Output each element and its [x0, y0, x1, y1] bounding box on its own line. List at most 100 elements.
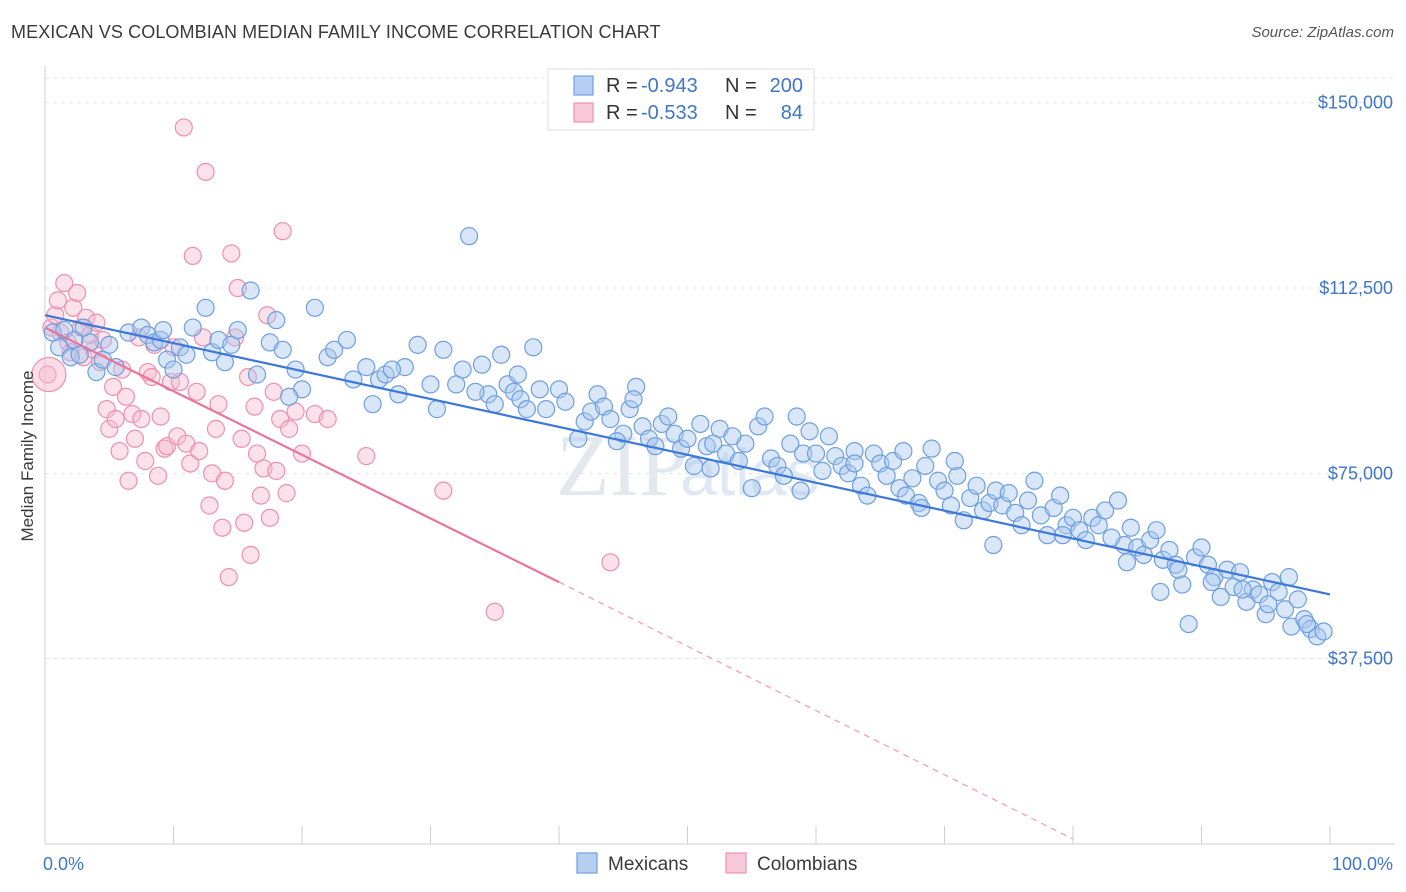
mexicans-point	[1211, 587, 1230, 607]
colombians-point	[267, 461, 286, 480]
colombians-point	[357, 446, 376, 466]
mexicans-point	[511, 390, 530, 409]
colombians-point	[104, 377, 123, 396]
colombians-point	[190, 442, 209, 461]
mexicans-point	[1051, 486, 1070, 505]
mexicans-point	[1151, 582, 1170, 602]
colombians-point	[155, 439, 174, 458]
mexicans-point	[100, 335, 119, 354]
legend-r-value-mexicans: -0.943	[641, 75, 698, 97]
mexicans-point	[485, 395, 504, 414]
mexicans-point	[916, 456, 935, 476]
y-tick-label: $150,000	[1318, 93, 1393, 113]
mexicans-point	[749, 417, 768, 436]
mexicans-point	[517, 400, 536, 419]
bottom-legend: Mexicans Colombians	[576, 852, 857, 875]
mexicans-point	[691, 414, 710, 434]
mexicans-point	[922, 439, 941, 458]
mexicans-point	[948, 466, 967, 485]
mexicans-point	[357, 358, 376, 377]
colombians-trend-extension	[558, 581, 1074, 840]
colombians-point	[271, 409, 290, 429]
colombians-point	[219, 568, 238, 587]
mexicans-point	[228, 320, 247, 340]
colombians-point	[68, 283, 87, 303]
mexicans-point	[305, 298, 324, 317]
mexicans-point	[154, 320, 173, 340]
mexicans-point	[967, 476, 986, 495]
colombians-point	[55, 273, 74, 293]
mexicans-point	[267, 311, 286, 330]
mexicans-point	[999, 484, 1018, 503]
colombians-point	[110, 442, 129, 461]
mexicans-point	[845, 454, 864, 473]
mexicans-point	[1018, 491, 1038, 510]
colombians-point	[116, 387, 136, 406]
mexicans-point	[157, 350, 177, 369]
mexicans-point	[434, 340, 453, 359]
mexicans-point	[273, 340, 292, 359]
colombians-point	[97, 400, 116, 419]
mexicans-point	[624, 390, 643, 409]
colombians-point	[235, 513, 254, 532]
mexicans-point	[781, 434, 800, 453]
mexicans-point	[794, 444, 813, 463]
mexicans-point	[800, 422, 819, 441]
mexicans-point	[678, 429, 697, 448]
mexicans-point	[1202, 572, 1221, 592]
colombians-point	[280, 419, 299, 438]
mexicans-point	[984, 535, 1003, 555]
legend-n-label: N =	[725, 102, 757, 124]
mexicans-point	[845, 442, 864, 461]
colombians-point	[273, 222, 292, 241]
mexicans-point	[1295, 610, 1314, 629]
y-axis-title: Median Family Income	[18, 370, 37, 541]
mexicans-point	[1096, 501, 1115, 520]
colombians-point	[277, 484, 296, 503]
mexicans-point	[1288, 590, 1307, 609]
mexicans-point	[1230, 563, 1250, 582]
mexicans-point	[318, 348, 337, 367]
mexicans-point	[620, 400, 639, 419]
mexicans-point	[806, 444, 826, 463]
mexicans-point	[941, 496, 961, 515]
colombians-point	[251, 486, 270, 505]
mexicans-point	[280, 387, 299, 406]
colombians-point	[151, 407, 170, 426]
mexicans-point	[826, 446, 845, 466]
colombians-point	[181, 454, 200, 473]
mexicans-point	[325, 340, 344, 359]
mexicans-point	[1121, 518, 1140, 537]
x-tick-label-min: 0.0%	[43, 854, 84, 874]
mexicans-point	[427, 400, 447, 419]
mexicans-point	[530, 380, 549, 399]
legend-swatch-colombians	[573, 102, 594, 123]
colombians-point	[213, 518, 232, 537]
mexicans-point	[556, 392, 575, 411]
mexicans-point	[1250, 585, 1269, 604]
colombians-point	[434, 481, 453, 500]
colombians-point	[119, 471, 138, 490]
mexicans-point	[701, 459, 720, 478]
mexicans-point	[791, 481, 810, 500]
mexicans-point	[421, 375, 440, 394]
x-tick-label-max: 100.0%	[1332, 854, 1393, 874]
x-axis-labels: 0.0% 100.0%	[43, 854, 1393, 874]
mexicans-point	[614, 424, 633, 443]
mexicans-point	[839, 464, 858, 483]
mexicans-point	[537, 400, 556, 419]
mexicans-point	[1117, 553, 1137, 572]
colombians-point	[318, 409, 337, 429]
mexicans-point	[50, 338, 69, 357]
mexicans-point	[761, 449, 781, 468]
mexicans-point	[1140, 530, 1160, 550]
mexicans-point	[1275, 600, 1295, 619]
mexicans-point	[1297, 614, 1316, 634]
mexicans-point	[524, 338, 543, 357]
mexicans-point	[1259, 595, 1278, 614]
mexicans-point	[459, 227, 479, 246]
mexicans-point	[659, 407, 678, 426]
mexicans-point	[408, 335, 427, 354]
mexicans-point	[247, 365, 267, 384]
